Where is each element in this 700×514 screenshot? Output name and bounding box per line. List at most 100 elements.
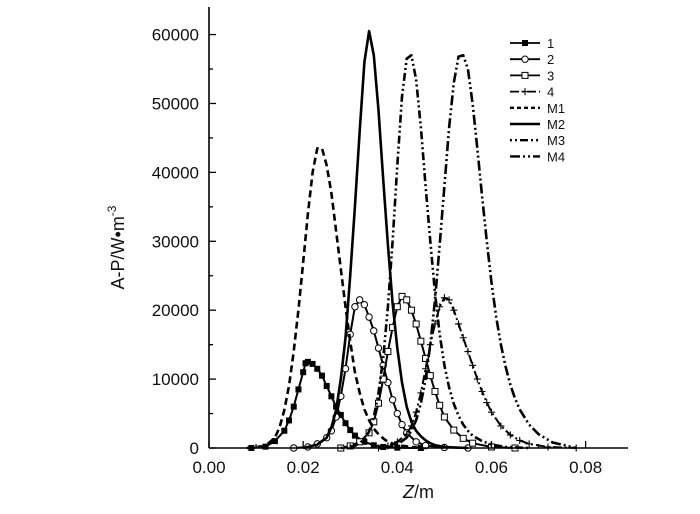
data-point-marker (426, 372, 434, 380)
x-tick-label: 0.08 (569, 458, 602, 477)
data-point-marker (262, 443, 269, 450)
data-point-marker (464, 348, 472, 356)
series-M1 (246, 147, 422, 450)
data-point-marker (309, 360, 316, 367)
data-point-marker (445, 296, 453, 304)
series-line-M1 (246, 147, 422, 450)
series-line-M2 (302, 29, 468, 450)
data-point-marker (300, 369, 307, 376)
legend-label: 2 (547, 52, 554, 67)
data-point-marker (521, 88, 529, 96)
data-point-marker (459, 334, 467, 342)
data-point-marker (412, 438, 420, 446)
data-point-marker (403, 296, 411, 304)
y-tick-label: 20000 (152, 301, 199, 320)
data-point-marker (318, 372, 325, 379)
axis-layer: 0 10000 20000 30000 40000 50000 60000 0.00 0.02 0… (105, 7, 628, 502)
data-point-marker (360, 300, 369, 309)
data-point-marker (487, 408, 495, 416)
data-point-marker (393, 303, 401, 311)
data-point-marker (379, 375, 387, 383)
data-point-marker (506, 431, 514, 439)
data-point-marker (398, 420, 406, 429)
data-point-marker (370, 327, 378, 335)
data-point-marker (431, 387, 439, 395)
series-M3 (340, 53, 530, 450)
data-point-marker (355, 296, 364, 304)
data-point-marker (412, 320, 420, 328)
data-point-marker (281, 427, 288, 434)
legend-item-M4: M4 (510, 149, 565, 164)
x-tick-label: 0.04 (381, 458, 414, 477)
data-point-marker (422, 354, 430, 362)
data-point-marker (365, 313, 373, 321)
series-3 (337, 292, 519, 452)
data-point-marker (342, 420, 349, 427)
y-tick-label: 0 (190, 439, 199, 458)
data-point-marker (374, 344, 383, 352)
data-point-marker (407, 306, 415, 314)
data-point-marker (384, 348, 392, 356)
data-point-marker (290, 403, 297, 410)
data-point-marker (295, 386, 302, 393)
data-point-marker (271, 438, 278, 445)
data-point-marker (450, 306, 458, 314)
legend-label: M2 (547, 117, 565, 132)
series-4 (374, 294, 580, 452)
y-tick-label: 50000 (152, 94, 199, 113)
legend-item-M3: M3 (510, 133, 565, 148)
data-point-marker (469, 439, 477, 447)
legend-item-3: 3 (510, 68, 554, 83)
x-tick-label: 0.00 (192, 458, 225, 477)
data-point-marker (304, 358, 311, 365)
data-point-marker (459, 434, 467, 442)
data-point-marker (521, 55, 529, 63)
data-point-marker (436, 401, 444, 409)
data-point-marker (328, 393, 335, 400)
legend-item-1: 1 (510, 36, 554, 51)
y-tick-label: 40000 (152, 163, 199, 182)
y-axis-label-sup: -3 (105, 205, 119, 216)
legend-label: 1 (547, 36, 554, 51)
data-point-marker (522, 40, 528, 46)
legend-label: M1 (547, 101, 565, 116)
x-axis-unit: /m (414, 482, 434, 502)
data-point-marker (450, 426, 458, 434)
y-axis-title: A-P/W•m-3 (105, 205, 128, 289)
legend-label: M4 (547, 149, 565, 164)
y-axis-label-base: A-P/W•m (108, 216, 128, 289)
series-M2 (302, 29, 468, 450)
legend-item-2: 2 (510, 52, 554, 67)
data-point-marker (483, 399, 491, 407)
data-point-marker (337, 411, 344, 418)
data-point-marker (525, 440, 533, 448)
data-point-marker (426, 341, 434, 349)
data-point-marker (361, 438, 368, 445)
legend-item-M1: M1 (510, 101, 565, 116)
y-tick-label: 30000 (152, 232, 199, 251)
data-point-marker (314, 365, 321, 372)
legend-label: 4 (547, 85, 554, 100)
data-point-marker (388, 396, 397, 404)
data-point-marker (351, 432, 358, 439)
data-point-marker (440, 294, 448, 302)
x-tick-label: 0.02 (287, 458, 320, 477)
data-point-marker (347, 427, 354, 434)
data-point-marker (497, 422, 505, 430)
data-point-marker (417, 337, 425, 345)
data-point-marker (436, 303, 444, 311)
data-point-marker (516, 436, 524, 444)
x-axis-title: Z/m (402, 482, 434, 502)
data-point-marker (455, 320, 463, 328)
data-point-marker (440, 413, 448, 421)
legend-item-4: 4 (510, 85, 554, 100)
data-point-marker (286, 417, 293, 424)
data-point-marker (351, 303, 359, 311)
data-point-marker (469, 361, 477, 369)
series-line-M3 (340, 53, 530, 450)
y-tick-label: 10000 (152, 370, 199, 389)
data-point-marker (473, 375, 481, 383)
